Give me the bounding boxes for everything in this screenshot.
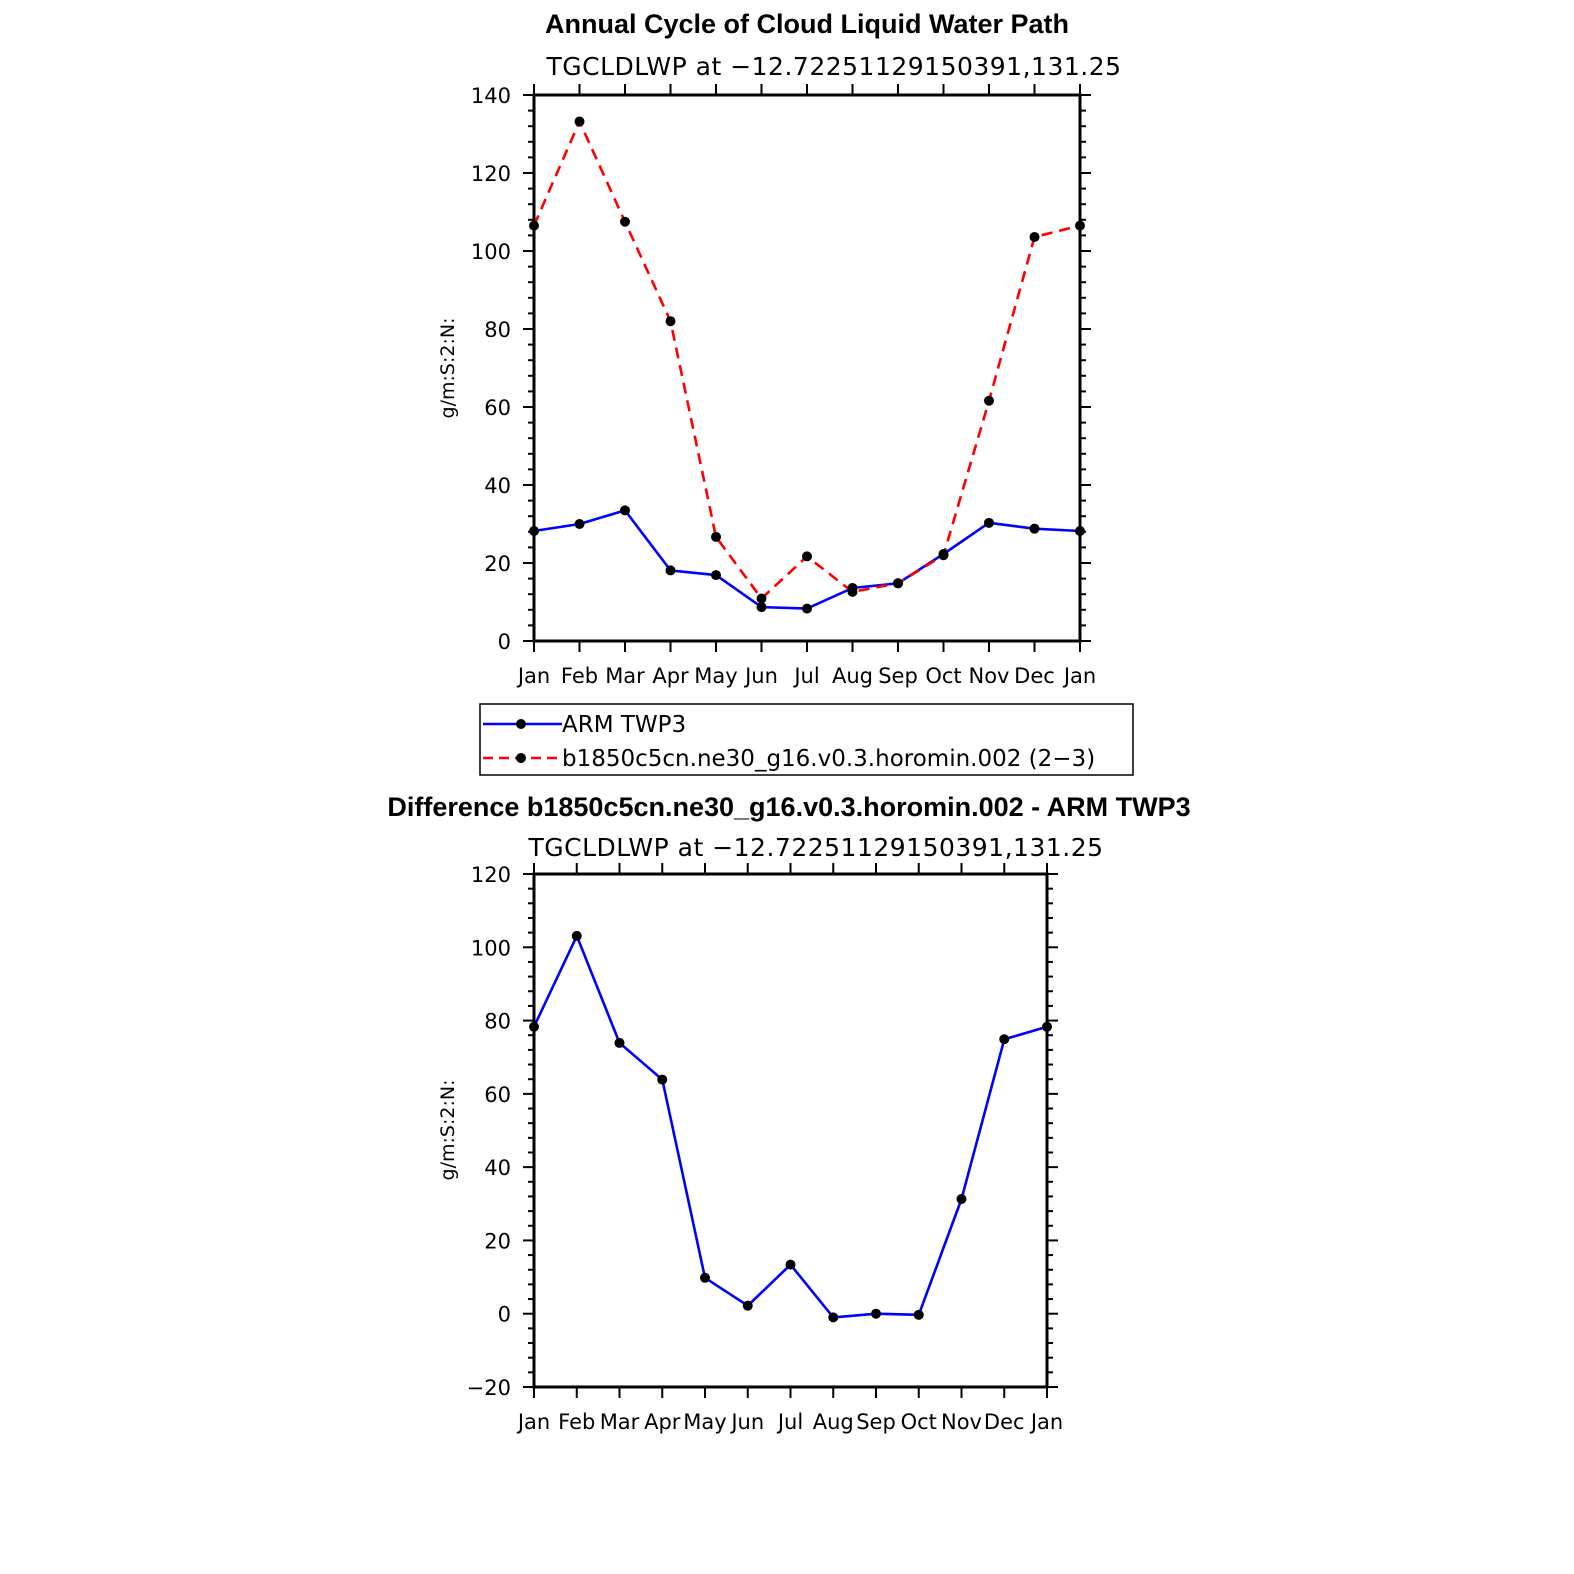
- x-tick-label-apr: Apr: [652, 664, 689, 688]
- x-tick-label-jan: Jan: [516, 664, 550, 688]
- x-tick-label-may: May: [694, 664, 737, 688]
- data-point-jan: [1075, 526, 1085, 537]
- data-point-sep: [893, 578, 903, 589]
- data-point-apr: [657, 1074, 668, 1085]
- chart-subtitle: TGCLDLWP at −12.72251129150391,131.25: [545, 52, 1121, 81]
- y-tick-label: 100: [471, 936, 511, 960]
- y-tick-label: 20: [484, 1229, 511, 1253]
- plot-frame: [532, 872, 1049, 1389]
- difference-chart: Difference b1850c5cn.ne30_g16.v0.3.horom…: [387, 792, 1190, 1434]
- data-point-jan: [1075, 220, 1085, 231]
- x-tick-label-jan: Jan: [516, 1410, 550, 1434]
- x-tick-label-jun: Jun: [743, 664, 778, 688]
- data-point-jun: [756, 602, 767, 613]
- data-point-aug: [847, 586, 858, 597]
- y-tick-label: −20: [467, 1376, 511, 1400]
- data-point-may: [700, 1272, 710, 1283]
- data-point-jan: [529, 220, 539, 231]
- data-point-jul: [785, 1259, 796, 1270]
- x-tick-label-nov: Nov: [941, 1410, 982, 1434]
- y-tick-label: 0: [498, 630, 511, 654]
- data-point-aug: [828, 1312, 839, 1323]
- data-point-oct: [913, 1309, 924, 1320]
- x-tick-label-oct: Oct: [925, 664, 961, 688]
- data-point-nov: [984, 517, 994, 528]
- y-tick-label: 120: [471, 863, 511, 887]
- data-point-apr: [665, 316, 676, 327]
- legend-label-model: b1850c5cn.ne30_g16.v0.3.horomin.002 (2−3…: [562, 746, 1095, 772]
- data-point-jul: [802, 551, 812, 562]
- x-tick-label-apr: Apr: [644, 1410, 681, 1434]
- x-tick-label-jul: Jul: [776, 1410, 803, 1434]
- data-point-jun: [742, 1300, 753, 1311]
- x-tick-label-nov: Nov: [969, 664, 1010, 688]
- x-tick-label-may: May: [683, 1410, 726, 1434]
- y-tick-label: 60: [484, 396, 511, 420]
- y-tick-label: 120: [471, 162, 511, 186]
- data-point-jan: [1042, 1021, 1052, 1032]
- data-point-nov: [956, 1194, 967, 1205]
- y-tick-label: 100: [471, 240, 511, 264]
- data-point-oct: [938, 550, 949, 561]
- x-tick-label-aug: Aug: [813, 1410, 854, 1434]
- y-tick-label: 140: [471, 84, 511, 108]
- data-point-apr: [665, 565, 676, 576]
- y-axis-label: g/m:S:2:N:: [437, 318, 459, 419]
- plot-layer: [529, 116, 1085, 614]
- legend-marker-model: [516, 753, 526, 763]
- data-point-jun: [756, 593, 767, 604]
- chart-title: Annual Cycle of Cloud Liquid Water Path: [545, 9, 1069, 39]
- y-tick-label: 40: [484, 1156, 511, 1180]
- data-point-jan: [529, 1021, 539, 1032]
- data-point-dec: [999, 1034, 1010, 1045]
- x-tick-label-jun: Jun: [729, 1410, 764, 1434]
- chart-subtitle: TGCLDLWP at −12.72251129150391,131.25: [527, 833, 1103, 862]
- x-tick-label-sep: Sep: [878, 664, 918, 688]
- y-axis-label: g/m:S:2:N:: [437, 1080, 459, 1181]
- x-tick-label-dec: Dec: [1014, 664, 1055, 688]
- series-line-secondary: [532, 120, 1081, 600]
- data-point-may: [711, 531, 721, 542]
- x-tick-label-feb: Feb: [561, 664, 598, 688]
- y-tick-label: 60: [484, 1083, 511, 1107]
- y-tick-label: 80: [484, 318, 511, 342]
- data-point-dec: [1029, 523, 1040, 534]
- data-point-sep: [871, 1308, 881, 1319]
- x-tick-label-aug: Aug: [832, 664, 873, 688]
- y-tick-label: 20: [484, 552, 511, 576]
- x-tick-label-feb: Feb: [558, 1410, 595, 1434]
- data-point-feb: [571, 930, 582, 941]
- data-point-mar: [620, 505, 630, 516]
- plot-layer: [529, 930, 1052, 1323]
- x-tick-label-mar: Mar: [600, 1410, 640, 1434]
- data-point-mar: [620, 216, 630, 227]
- legend-label-arm-twp3: ARM TWP3: [562, 712, 686, 738]
- data-point-dec: [1029, 231, 1040, 242]
- axes-layer: −20 0 20 40 60 80 100 120 Jan Feb Mar Apr May Jun Jul A…: [467, 863, 1063, 1434]
- axes-layer: 0 20 40 60 80 100 120 140 Jan Feb Mar Apr May Jun Jul A…: [471, 84, 1096, 688]
- x-tick-label-jan: Jan: [1062, 664, 1096, 688]
- x-tick-label-oct: Oct: [901, 1410, 937, 1434]
- data-point-jul: [802, 603, 812, 614]
- data-point-nov: [984, 395, 994, 406]
- data-point-feb: [574, 519, 585, 529]
- x-tick-label-dec: Dec: [984, 1410, 1025, 1434]
- chart-title: Difference b1850c5cn.ne30_g16.v0.3.horom…: [387, 792, 1190, 822]
- annual-cycle-chart: Annual Cycle of Cloud Liquid Water Path …: [437, 9, 1134, 776]
- data-point-jan: [529, 526, 539, 537]
- data-point-may: [711, 570, 721, 581]
- legend-marker-arm-twp3: [516, 719, 526, 729]
- y-tick-label: 0: [498, 1303, 511, 1327]
- x-tick-label-sep: Sep: [856, 1410, 896, 1434]
- data-point-feb: [574, 116, 585, 127]
- y-tick-label: 40: [484, 474, 511, 498]
- x-tick-label-jan: Jan: [1029, 1410, 1063, 1434]
- data-point-mar: [614, 1037, 625, 1048]
- legend: ARM TWP3 b1850c5cn.ne30_g16.v0.3.horomin…: [479, 703, 1134, 776]
- x-tick-label-mar: Mar: [605, 664, 645, 688]
- y-tick-label: 80: [484, 1010, 511, 1034]
- legend-box: [479, 703, 1134, 776]
- x-tick-label-jul: Jul: [792, 664, 819, 688]
